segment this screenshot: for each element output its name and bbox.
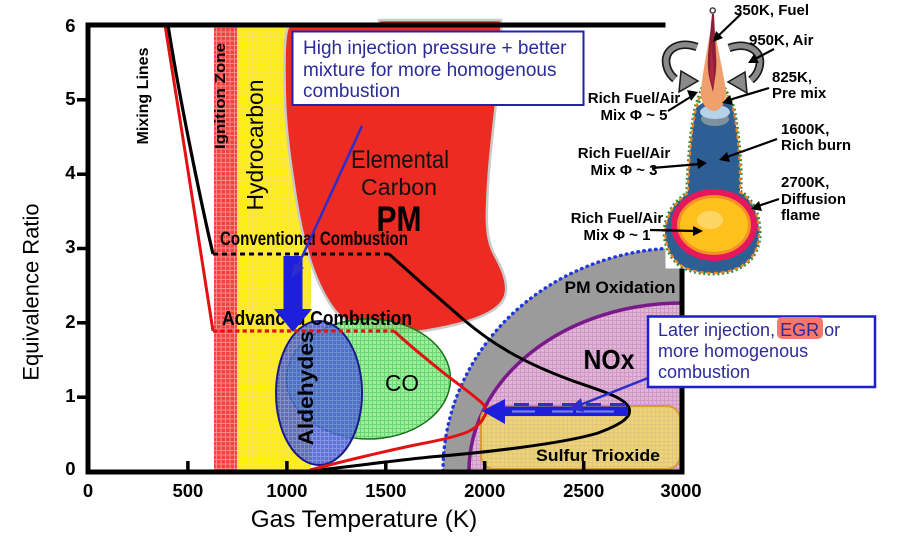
svg-text:Hydrocarbon: Hydrocarbon (242, 80, 268, 211)
svg-text:Gas Temperature (K): Gas Temperature (K) (251, 506, 477, 533)
svg-text:950K, Air: 950K, Air (749, 32, 814, 49)
svg-text:Mix Φ ~ 1: Mix Φ ~ 1 (584, 227, 651, 244)
svg-text:500: 500 (172, 480, 203, 501)
svg-text:combustion: combustion (303, 81, 400, 102)
svg-text:Sulfur Trioxide: Sulfur Trioxide (536, 446, 660, 465)
svg-text:5: 5 (65, 88, 75, 109)
svg-text:825K,: 825K, (772, 69, 812, 86)
svg-text:2700K,: 2700K, (781, 174, 829, 191)
svg-text:Conventional Combustion: Conventional Combustion (220, 229, 408, 250)
svg-text:Aldehydes: Aldehydes (295, 331, 318, 446)
svg-text:Advanced Combustion: Advanced Combustion (222, 308, 412, 330)
svg-text:3: 3 (65, 236, 75, 257)
svg-text:Mixing Lines: Mixing Lines (135, 47, 152, 144)
svg-text:mixture for more homogenous: mixture for more homogenous (303, 60, 556, 81)
svg-text:Rich burn: Rich burn (781, 137, 851, 154)
svg-text:CO: CO (385, 370, 419, 396)
svg-text:0: 0 (83, 480, 93, 501)
svg-text:6: 6 (65, 15, 75, 36)
svg-text:Mix Φ ~ 5: Mix Φ ~ 5 (601, 107, 668, 124)
svg-text:Mix Φ ~ 3: Mix Φ ~ 3 (591, 162, 658, 179)
svg-text:Ignition Zone: Ignition Zone (212, 43, 229, 149)
svg-text:flame: flame (781, 207, 820, 224)
svg-text:NOx: NOx (584, 344, 635, 375)
svg-text:Equivalence Ratio: Equivalence Ratio (19, 203, 44, 380)
svg-text:1600K,: 1600K, (781, 121, 829, 138)
svg-text:High injection pressure + bett: High injection pressure + better (303, 38, 567, 59)
svg-text:1500: 1500 (365, 480, 406, 501)
svg-text:Rich Fuel/Air: Rich Fuel/Air (588, 90, 681, 107)
svg-text:combustion: combustion (658, 362, 750, 382)
svg-text:2: 2 (65, 311, 75, 332)
svg-text:1: 1 (65, 385, 75, 406)
svg-text:2000: 2000 (464, 480, 505, 501)
svg-text:PM: PM (377, 200, 422, 239)
svg-text:Later injection, EGR or: Later injection, EGR or (658, 320, 840, 340)
svg-text:Pre mix: Pre mix (772, 85, 827, 102)
svg-text:Carbon: Carbon (361, 174, 437, 200)
svg-text:PM Oxidation: PM Oxidation (565, 279, 676, 297)
svg-text:350K, Fuel: 350K, Fuel (734, 2, 809, 19)
svg-text:0: 0 (65, 458, 75, 479)
svg-text:Rich Fuel/Air: Rich Fuel/Air (571, 210, 664, 227)
svg-text:1000: 1000 (266, 480, 307, 501)
svg-text:Rich Fuel/Air: Rich Fuel/Air (578, 145, 671, 162)
svg-text:Diffusion: Diffusion (781, 191, 846, 208)
svg-text:Elemental: Elemental (351, 146, 449, 174)
svg-text:3000: 3000 (660, 480, 701, 501)
svg-text:2500: 2500 (563, 480, 604, 501)
svg-text:more homogenous: more homogenous (658, 341, 808, 361)
svg-text:4: 4 (65, 162, 76, 183)
